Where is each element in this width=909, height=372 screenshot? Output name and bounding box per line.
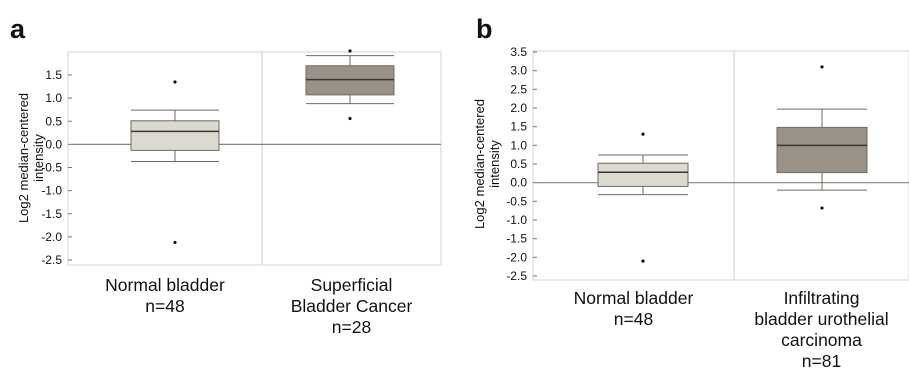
y-tick-label: 1.5 (45, 68, 62, 82)
panel-b: b Log2 median-centered intensity 3.5 3.0 2… (472, 14, 909, 371)
y-axis-label-line-2: intensity (487, 140, 502, 188)
y-tick-label: 0.5 (510, 157, 527, 171)
category-label-line: Infiltrating (784, 288, 860, 308)
category-label-line: carcinoma (781, 330, 862, 350)
y-tick-label: 1.5 (510, 120, 527, 134)
y-tick-label: -0.5 (41, 161, 62, 175)
panel-letter-b: b (476, 14, 493, 44)
outlier-point (173, 240, 177, 245)
y-tick-label: 2.5 (510, 82, 527, 96)
box-iqr (776, 126, 868, 174)
y-tick-label: -1.5 (506, 232, 527, 246)
y-tick-label: -0.5 (506, 194, 527, 208)
y-tick-label: 1.0 (510, 138, 527, 152)
y-tick-label: 0.0 (510, 176, 527, 190)
outlier-point (820, 206, 824, 210)
plot-frame (67, 51, 442, 266)
panel-a: a Log2 median-centered intensity 1.5 1.0 0… (10, 14, 442, 337)
box-iqr (597, 162, 689, 187)
outlier-point (641, 132, 645, 136)
category-label-line: n=48 (145, 296, 184, 316)
y-tick-label: 3.0 (510, 64, 527, 78)
outlier-point (820, 65, 824, 69)
y-tick-label: 0.0 (45, 137, 62, 151)
category-label-line: Normal bladder (574, 288, 694, 308)
category-label-line: Superficial (311, 275, 393, 295)
y-axis-label-line-2: intensity (31, 134, 46, 182)
y-tick-label: -1.5 (41, 207, 62, 221)
outlier-point (641, 259, 645, 263)
y-axis-label-line-1: Log2 median-centered (472, 99, 487, 229)
category-label-line: n=48 (614, 309, 653, 329)
y-tick-label: 1.0 (45, 91, 62, 105)
y-tick-label: 2.0 (510, 101, 527, 115)
plot-frame (532, 50, 909, 281)
y-tick-label: -2.5 (506, 269, 527, 283)
y-axis-label-line-1: Log2 median-centered (16, 93, 31, 223)
category-label-line: n=81 (802, 351, 841, 371)
category-label-line: bladder urothelial (754, 309, 888, 329)
category-label-line: Bladder Cancer (291, 296, 413, 316)
category-label-line: Normal bladder (105, 275, 225, 295)
y-tick-label: 3.5 (510, 45, 527, 59)
category-label-line: n=28 (332, 317, 371, 337)
y-tick-label: -1.0 (506, 213, 527, 227)
y-tick-label: -2.5 (41, 253, 62, 267)
y-tick-label: -2.0 (506, 250, 527, 264)
y-tick-label: 0.5 (45, 114, 62, 128)
box-iqr (130, 120, 220, 151)
y-tick-label: -1.0 (41, 184, 62, 198)
panel-letter-a: a (10, 14, 26, 44)
outlier-point (348, 116, 352, 121)
y-tick-label: -2.0 (41, 230, 62, 244)
outlier-point (173, 80, 177, 84)
outlier-point (348, 49, 352, 53)
